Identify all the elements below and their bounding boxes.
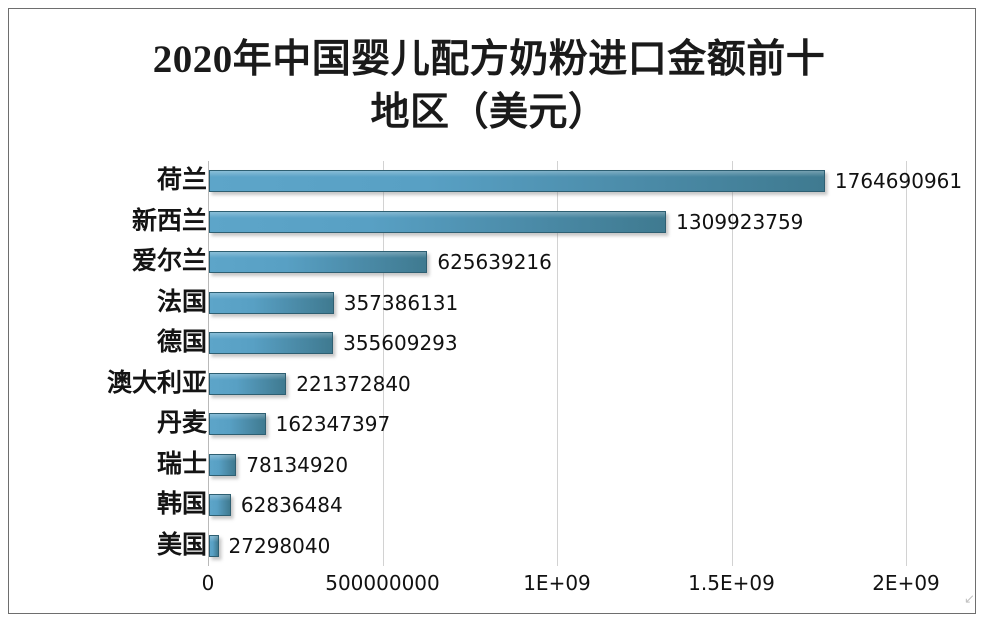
gridline <box>382 161 384 566</box>
bar[interactable] <box>209 332 334 354</box>
bar[interactable] <box>209 372 287 395</box>
bar[interactable] <box>209 494 231 516</box>
category-label: 韩国 <box>156 491 207 518</box>
bar-row: 62836484 <box>209 485 915 526</box>
category-label: 美国 <box>156 531 207 559</box>
bar[interactable] <box>209 291 334 314</box>
bar-value-label: 625639216 <box>437 250 552 274</box>
bar-value-label: 162347397 <box>275 412 391 436</box>
chart-title: 2020年中国婴儿配方奶粉进口金额前十 地区（美元） <box>152 38 826 134</box>
plot-area: 1764690961 1309923759 625639216 357386131 35… <box>208 161 962 567</box>
category-label: 爱尔兰 <box>131 248 207 275</box>
bar-row: 1309923759 <box>209 202 915 243</box>
bar-row: 625639216 <box>209 242 915 283</box>
x-tick-label: 1E+09 <box>523 571 591 595</box>
bar-value-label: 357386131 <box>343 290 459 315</box>
category-label: 澳大利亚 <box>106 369 207 397</box>
x-tick-label: 500000000 <box>325 571 440 595</box>
bar-value-label: 1764690961 <box>834 169 963 193</box>
bar-value-label: 78134920 <box>246 452 349 477</box>
value-axis-labels: 0 500000000 1E+09 1.5E+09 2E+09 <box>202 571 940 601</box>
bar-row: 221372840 <box>209 364 915 405</box>
bar-row: 27298040 <box>209 526 915 567</box>
bar[interactable] <box>209 534 219 557</box>
bar-value-label: 221372840 <box>296 371 411 396</box>
bar-value-label: 62836484 <box>240 493 343 517</box>
bar-row: 1764690961 <box>209 161 962 202</box>
value-axis-line <box>208 161 209 566</box>
bar-value-label: 355609293 <box>343 331 458 355</box>
x-tick-label: 2E+09 <box>872 571 940 595</box>
corner-artifact-icon: ↙ <box>964 591 975 606</box>
bar[interactable] <box>209 413 266 435</box>
bar[interactable] <box>209 170 825 192</box>
chart-frame: 2020年中国婴儿配方奶粉进口金额前十 地区（美元） 荷兰新西兰爱尔兰法国德国澳… <box>8 8 976 614</box>
bar-row: 355609293 <box>209 323 915 364</box>
category-label: 法国 <box>156 288 207 316</box>
category-axis: 荷兰新西兰爱尔兰法国德国澳大利亚丹麦瑞士韩国美国 <box>19 161 207 566</box>
bar[interactable] <box>209 251 428 273</box>
x-tick-label: 1.5E+09 <box>688 571 775 595</box>
category-label: 荷兰 <box>156 167 207 194</box>
gridline <box>557 161 558 566</box>
bar[interactable] <box>209 210 667 233</box>
category-label: 丹麦 <box>156 410 207 437</box>
bar-value-label: 27298040 <box>228 533 331 558</box>
bar-row: 78134920 <box>209 445 915 486</box>
bar-row: 357386131 <box>209 283 915 324</box>
category-label: 新西兰 <box>131 207 207 235</box>
gridline <box>731 161 733 566</box>
gridline <box>906 161 907 566</box>
bar-row: 162347397 <box>209 404 915 445</box>
bar[interactable] <box>209 453 237 476</box>
bar-value-label: 1309923759 <box>676 209 804 234</box>
category-label: 瑞士 <box>156 450 207 478</box>
x-tick-label: 0 <box>201 571 215 595</box>
category-label: 德国 <box>156 329 207 356</box>
